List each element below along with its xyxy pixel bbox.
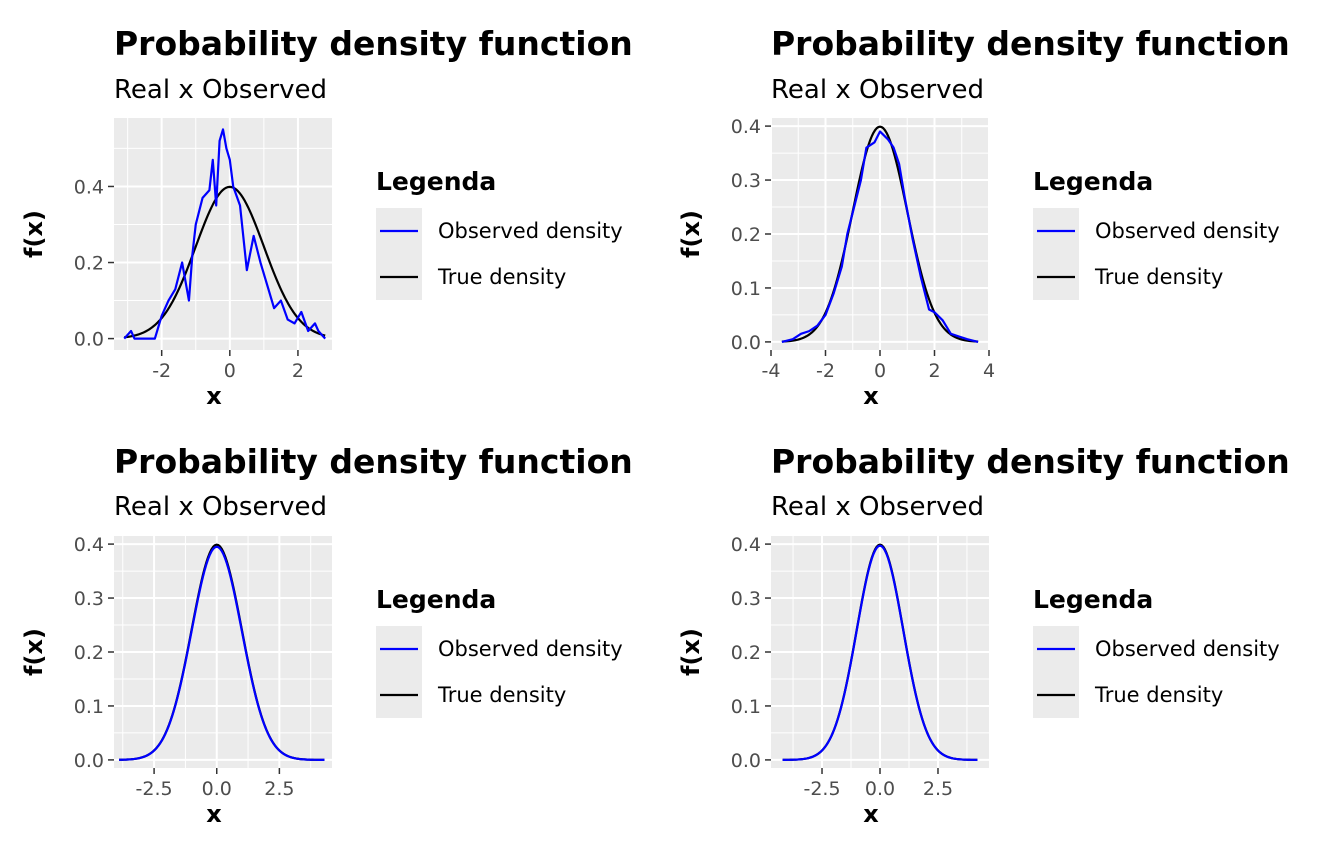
x-tick-label: 0 [224, 360, 236, 382]
observed-density-line [782, 544, 978, 761]
y-tick-label: 0.1 [731, 696, 761, 718]
legend-title: Legenda [1033, 167, 1153, 196]
observed-density-line [781, 130, 979, 343]
x-tick-label: 0.0 [202, 778, 232, 800]
y-tick-label: 0.2 [731, 642, 761, 664]
y-tick-label: 0.1 [731, 278, 761, 300]
x-tick-label: 0.0 [865, 778, 895, 800]
legend-label-true: True density [437, 683, 566, 707]
chart-subtitle: Real x Observed [771, 492, 984, 522]
y-tick-label: 0.0 [74, 750, 104, 772]
y-tick-label: 0.0 [731, 750, 761, 772]
x-axis-title: x [863, 382, 879, 410]
observed-density-line [118, 545, 325, 761]
legend-label-observed: Observed density [438, 637, 623, 661]
legend-label-true: True density [437, 265, 566, 289]
y-tick-label: 0.3 [731, 588, 761, 610]
legend: Legenda Observed density True density [376, 167, 623, 300]
x-axis-title: x [206, 382, 222, 410]
legend: Legenda Observed density True density [1033, 585, 1280, 718]
legend-label-true: True density [1094, 265, 1223, 289]
chart-title: Probability density function [114, 24, 633, 63]
plot-panel [114, 118, 332, 350]
x-tick-label: -2 [816, 360, 835, 382]
x-tick-label: 2.5 [923, 778, 953, 800]
chart-title: Probability density function [771, 24, 1290, 63]
legend-title: Legenda [1033, 585, 1153, 614]
y-tick-label: 0.3 [74, 588, 104, 610]
x-tick-label: -4 [762, 360, 781, 382]
y-tick-label: 0.4 [74, 534, 104, 556]
x-tick-label: 2.5 [264, 778, 294, 800]
x-tick-label: 2 [292, 360, 304, 382]
legend-title: Legenda [376, 167, 496, 196]
y-tick-label: 0.3 [731, 170, 761, 192]
legend-title: Legenda [376, 585, 496, 614]
x-tick-label: -2.5 [803, 778, 840, 800]
chart-panel-4: Probability density function Real x Obser… [677, 442, 1290, 828]
y-tick-label: 0.4 [74, 176, 104, 198]
x-axis-title: x [863, 800, 879, 828]
x-tick-label: 0 [874, 360, 886, 382]
y-tick-label: 0.2 [74, 642, 104, 664]
chart-subtitle: Real x Observed [114, 492, 327, 522]
x-axis-title: x [206, 800, 222, 828]
chart-subtitle: Real x Observed [114, 75, 327, 105]
y-axis-title: f(x) [677, 210, 705, 258]
legend: Legenda Observed density True density [1033, 167, 1280, 300]
y-axis-title: f(x) [20, 210, 48, 258]
x-tick-label: 2 [928, 360, 940, 382]
legend-label-observed: Observed density [438, 219, 623, 243]
true-density-line [781, 125, 979, 343]
y-tick-label: 0.0 [74, 329, 104, 351]
legend-label-observed: Observed density [1095, 219, 1280, 243]
true-density-line [124, 185, 326, 339]
chart-title: Probability density function [114, 442, 633, 481]
y-tick-label: 0.0 [731, 332, 761, 354]
chart-panel-3: Probability density function Real x Obser… [20, 442, 633, 828]
y-tick-label: 0.1 [74, 696, 104, 718]
y-axis-title: f(x) [20, 628, 48, 676]
y-tick-label: 0.4 [731, 534, 761, 556]
x-tick-label: -2 [152, 360, 171, 382]
legend-label-true: True density [1094, 683, 1223, 707]
y-tick-label: 0.2 [74, 253, 104, 275]
y-axis-title: f(x) [677, 628, 705, 676]
chart-subtitle: Real x Observed [771, 75, 984, 105]
y-tick-label: 0.4 [731, 116, 761, 138]
x-tick-label: -2.5 [136, 778, 173, 800]
observed-density-line [123, 128, 327, 340]
chart-title: Probability density function [771, 442, 1290, 481]
legend: Legenda Observed density True density [376, 585, 623, 718]
y-tick-label: 0.2 [731, 224, 761, 246]
chart-panel-2: Probability density function Real x Obser… [677, 24, 1290, 410]
chart-panel-1: Probability density function Real x Obser… [20, 24, 633, 410]
x-tick-label: 4 [983, 360, 995, 382]
legend-label-observed: Observed density [1095, 637, 1280, 661]
